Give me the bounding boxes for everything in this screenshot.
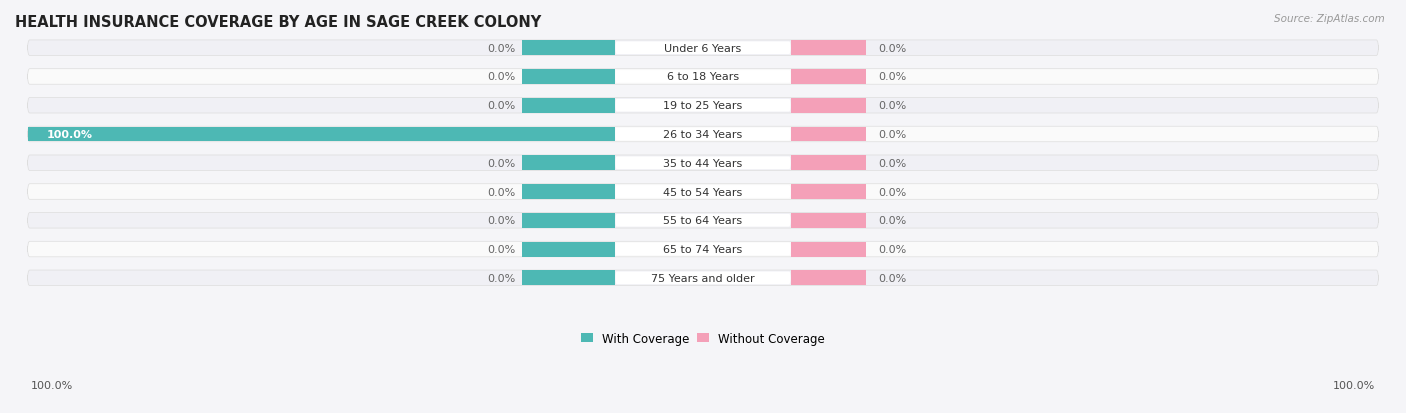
Bar xyxy=(522,156,616,171)
FancyBboxPatch shape xyxy=(616,100,790,112)
Bar xyxy=(522,70,616,85)
Bar xyxy=(790,41,866,56)
Bar xyxy=(522,185,616,199)
Bar xyxy=(522,99,616,114)
Text: 0.0%: 0.0% xyxy=(879,44,907,54)
Text: 26 to 34 Years: 26 to 34 Years xyxy=(664,130,742,140)
Bar xyxy=(522,213,616,228)
Text: 0.0%: 0.0% xyxy=(879,187,907,197)
Bar xyxy=(790,213,866,228)
Bar xyxy=(790,271,866,286)
Text: 0.0%: 0.0% xyxy=(486,216,516,226)
Bar xyxy=(28,127,616,142)
Text: Source: ZipAtlas.com: Source: ZipAtlas.com xyxy=(1274,14,1385,24)
Text: 55 to 64 Years: 55 to 64 Years xyxy=(664,216,742,226)
FancyBboxPatch shape xyxy=(28,242,1378,257)
FancyBboxPatch shape xyxy=(616,157,790,170)
Text: 0.0%: 0.0% xyxy=(486,187,516,197)
FancyBboxPatch shape xyxy=(28,213,1378,228)
Text: 0.0%: 0.0% xyxy=(879,130,907,140)
Text: 0.0%: 0.0% xyxy=(879,101,907,111)
FancyBboxPatch shape xyxy=(28,156,1378,171)
Text: 100.0%: 100.0% xyxy=(31,380,73,390)
FancyBboxPatch shape xyxy=(28,69,1378,85)
FancyBboxPatch shape xyxy=(28,98,1378,114)
Text: 6 to 18 Years: 6 to 18 Years xyxy=(666,72,740,82)
Text: 0.0%: 0.0% xyxy=(486,273,516,283)
Bar xyxy=(522,41,616,56)
Text: 19 to 25 Years: 19 to 25 Years xyxy=(664,101,742,111)
Text: HEALTH INSURANCE COVERAGE BY AGE IN SAGE CREEK COLONY: HEALTH INSURANCE COVERAGE BY AGE IN SAGE… xyxy=(15,15,541,30)
Text: 0.0%: 0.0% xyxy=(879,273,907,283)
Text: 100.0%: 100.0% xyxy=(1333,380,1375,390)
Bar xyxy=(790,185,866,199)
FancyBboxPatch shape xyxy=(28,184,1378,200)
Text: 0.0%: 0.0% xyxy=(879,216,907,226)
Text: 0.0%: 0.0% xyxy=(486,44,516,54)
FancyBboxPatch shape xyxy=(616,42,790,55)
Text: 75 Years and older: 75 Years and older xyxy=(651,273,755,283)
FancyBboxPatch shape xyxy=(28,127,1378,142)
FancyBboxPatch shape xyxy=(28,41,1378,56)
Text: 0.0%: 0.0% xyxy=(486,158,516,169)
Text: 0.0%: 0.0% xyxy=(486,101,516,111)
FancyBboxPatch shape xyxy=(616,71,790,83)
Text: 0.0%: 0.0% xyxy=(879,158,907,169)
FancyBboxPatch shape xyxy=(616,272,790,285)
FancyBboxPatch shape xyxy=(28,271,1378,286)
FancyBboxPatch shape xyxy=(616,186,790,198)
Legend: With Coverage, Without Coverage: With Coverage, Without Coverage xyxy=(576,327,830,350)
FancyBboxPatch shape xyxy=(616,128,790,141)
Bar xyxy=(790,242,866,257)
Text: Under 6 Years: Under 6 Years xyxy=(665,44,741,54)
Text: 35 to 44 Years: 35 to 44 Years xyxy=(664,158,742,169)
Text: 0.0%: 0.0% xyxy=(486,72,516,82)
Bar xyxy=(522,242,616,257)
Bar xyxy=(790,70,866,85)
FancyBboxPatch shape xyxy=(616,243,790,256)
Text: 45 to 54 Years: 45 to 54 Years xyxy=(664,187,742,197)
Bar xyxy=(790,127,866,142)
Text: 65 to 74 Years: 65 to 74 Years xyxy=(664,244,742,254)
Text: 0.0%: 0.0% xyxy=(486,244,516,254)
Bar xyxy=(522,271,616,286)
FancyBboxPatch shape xyxy=(616,214,790,227)
Text: 0.0%: 0.0% xyxy=(879,72,907,82)
Text: 100.0%: 100.0% xyxy=(46,130,93,140)
Bar xyxy=(790,99,866,114)
Bar xyxy=(790,156,866,171)
Text: 0.0%: 0.0% xyxy=(879,244,907,254)
